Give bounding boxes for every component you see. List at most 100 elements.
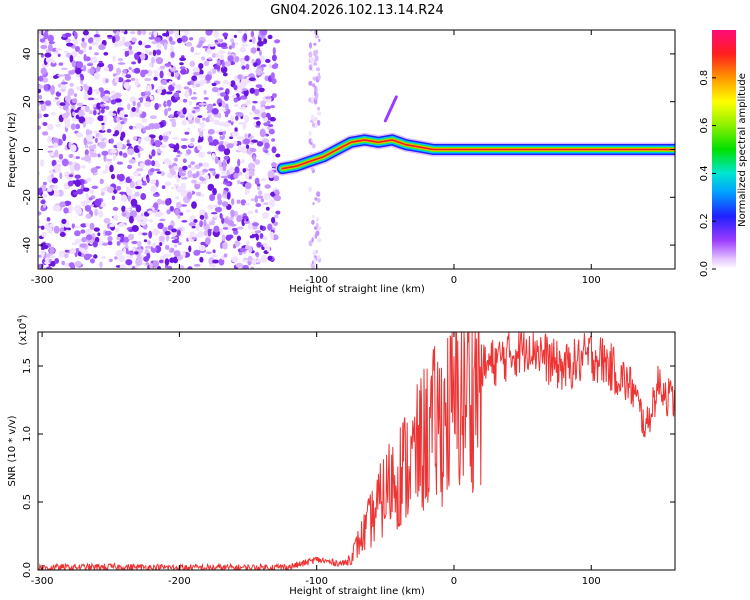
noise-speckle (240, 158, 245, 164)
noise-speckle (104, 66, 109, 72)
noise-speckle (105, 158, 113, 162)
noise-speckle (271, 138, 276, 142)
noise-speckle (126, 139, 130, 144)
noise-speckle (110, 149, 117, 154)
noise-speckle (119, 234, 124, 243)
noise-speckle (315, 222, 319, 228)
noise-speckle (255, 203, 262, 208)
noise-speckle (231, 227, 238, 232)
noise-speckle (189, 100, 193, 106)
noise-speckle (146, 176, 150, 184)
noise-speckle (258, 87, 265, 93)
noise-speckle (198, 63, 204, 70)
noise-speckle (41, 231, 47, 238)
noise-speckle (67, 161, 73, 166)
noise-speckle (74, 45, 80, 52)
noise-speckle (212, 103, 216, 106)
noise-speckle (317, 106, 320, 111)
noise-speckle (59, 227, 65, 234)
noise-speckle (167, 107, 172, 112)
noise-speckle (254, 195, 258, 204)
noise-speckle (74, 226, 81, 229)
noise-speckle (126, 188, 133, 196)
noise-speckle (190, 137, 195, 143)
noise-speckle (233, 34, 237, 39)
noise-speckle (220, 92, 227, 97)
noise-speckle (226, 192, 231, 200)
noise-speckle (38, 112, 43, 119)
noise-speckle (99, 178, 104, 185)
noise-speckle (178, 167, 183, 174)
noise-speckle (264, 142, 270, 149)
noise-speckle (100, 202, 107, 208)
noise-speckle (244, 133, 248, 139)
noise-speckle (260, 177, 266, 182)
noise-speckle (150, 179, 157, 185)
noise-speckle (315, 250, 318, 254)
noise-speckle (42, 131, 49, 136)
noise-speckle (49, 255, 56, 259)
noise-speckle (141, 232, 148, 236)
noise-speckle (129, 125, 133, 130)
noise-speckle (196, 44, 202, 48)
noise-speckle (160, 255, 165, 261)
noise-speckle (156, 198, 163, 205)
noise-speckle (208, 56, 212, 60)
snr-x-tick-label: -200 (168, 576, 191, 587)
noise-speckle (135, 185, 142, 190)
noise-speckle (81, 37, 85, 42)
noise-speckle (220, 241, 224, 249)
noise-speckle (65, 121, 71, 129)
noise-speckle (160, 200, 166, 205)
noise-speckle (256, 259, 261, 263)
noise-speckle (170, 170, 177, 176)
noise-speckle (53, 225, 60, 234)
noise-speckle (209, 30, 213, 34)
snr-scale-label: (x104) (16, 314, 29, 345)
noise-speckle (116, 30, 120, 36)
noise-speckle (181, 204, 188, 207)
noise-speckle (90, 167, 98, 174)
chart-title: GN04.2026.102.13.14.R24 (270, 3, 444, 18)
noise-speckle (82, 121, 87, 128)
noise-speckle (140, 69, 146, 78)
noise-speckle (252, 222, 259, 227)
noise-speckle (190, 167, 197, 171)
noise-speckle (210, 170, 214, 174)
noise-speckle (130, 194, 136, 201)
noise-speckle (270, 105, 276, 109)
noise-speckle (247, 255, 253, 262)
noise-speckle (127, 148, 135, 156)
noise-speckle (117, 57, 123, 62)
noise-speckle (308, 130, 312, 136)
noise-speckle (198, 80, 205, 85)
noise-speckle (237, 179, 241, 185)
colorbar-tick-label: 0.2 (699, 213, 710, 229)
noise-speckle (131, 225, 139, 232)
noise-speckle (107, 34, 113, 38)
noise-speckle (124, 50, 128, 58)
noise-speckle (101, 122, 105, 126)
noise-speckle (85, 192, 89, 200)
noise-speckle (256, 120, 261, 126)
noise-speckle (308, 80, 313, 86)
noise-speckle (119, 135, 124, 141)
snr-x-tick-label: -100 (305, 576, 328, 587)
noise-speckle (145, 49, 149, 55)
noise-speckle (93, 109, 97, 116)
noise-speckle (254, 177, 260, 185)
noise-speckle (80, 229, 86, 234)
noise-speckle (138, 97, 144, 101)
noise-speckle (113, 189, 117, 194)
noise-speckle (67, 88, 75, 96)
noise-speckle (236, 235, 242, 242)
noise-speckle (248, 162, 256, 170)
noise-speckle (164, 258, 170, 266)
noise-speckle (170, 45, 175, 54)
noise-speckle (163, 253, 168, 259)
noise-speckle (268, 128, 275, 135)
noise-speckle (137, 146, 142, 149)
noise-speckle (225, 183, 231, 186)
noise-speckle (85, 229, 92, 235)
noise-speckle (117, 77, 124, 83)
